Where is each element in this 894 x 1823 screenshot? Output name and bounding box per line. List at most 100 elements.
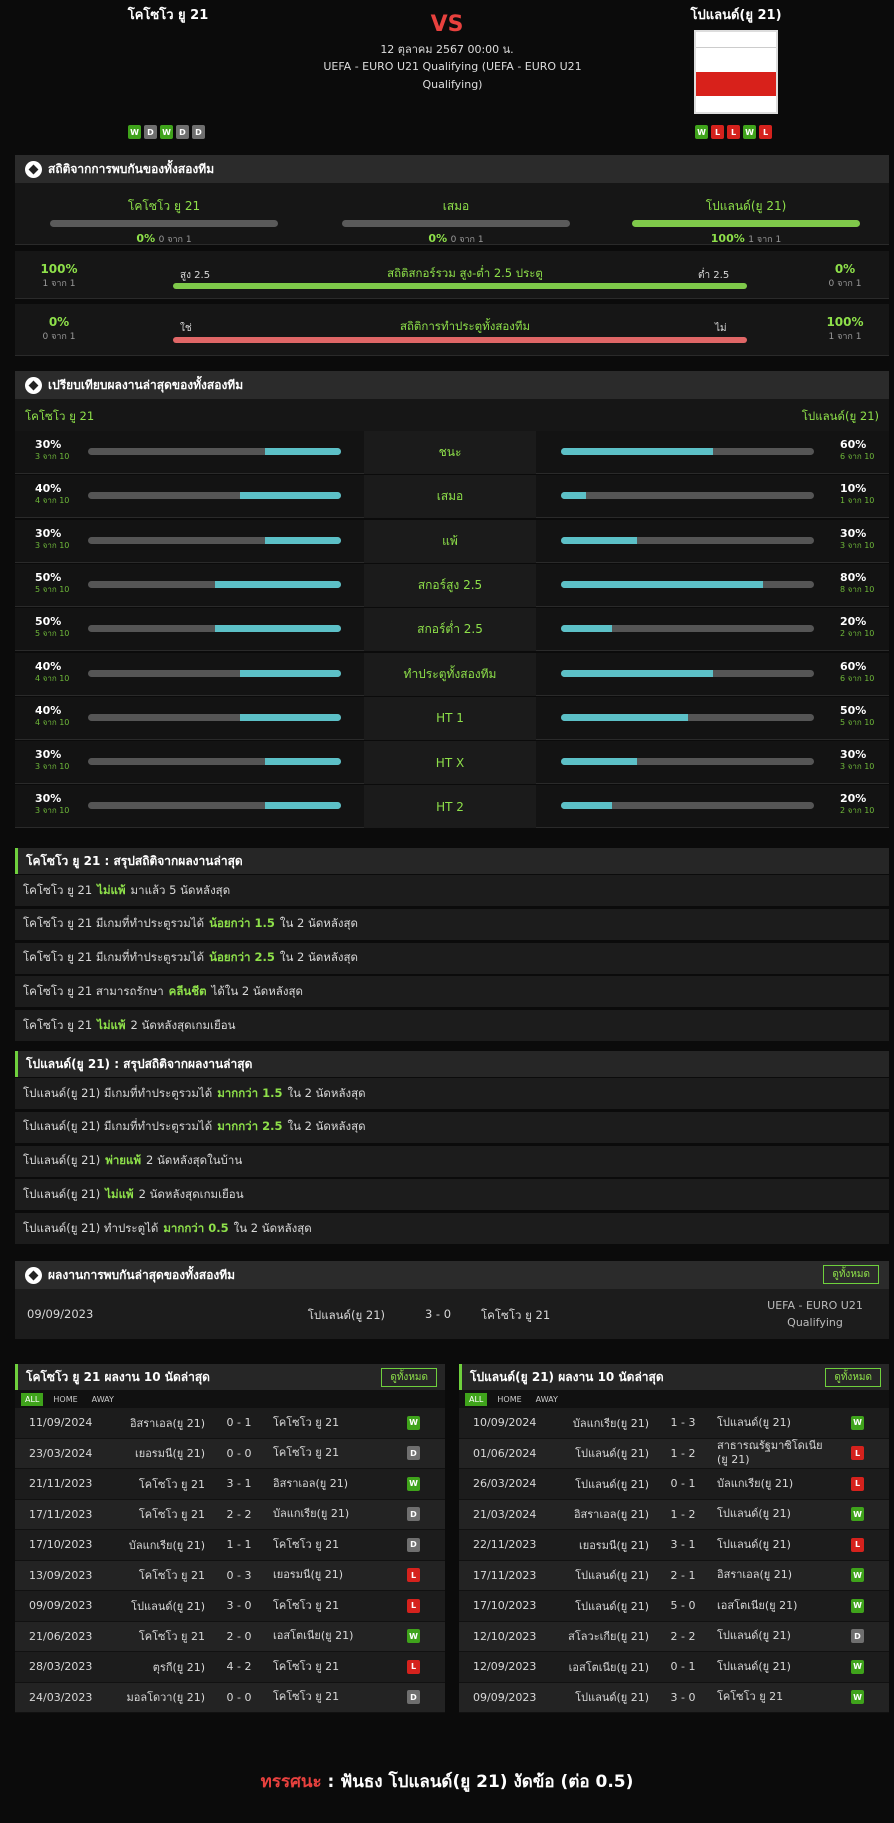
table-row[interactable]: 12/09/2023 เอสโตเนีย(ยู 21) 0 - 1 โปแลนด์(ย… — [459, 1652, 889, 1683]
row-away: โปแลนด์(ยู 21) — [717, 1537, 791, 1551]
compare-home-name[interactable]: โคโซโว ยู 21 — [25, 409, 95, 423]
row-home: โปแลนด์(ยู 21) — [575, 1569, 649, 1583]
row-date: 28/03/2023 — [29, 1660, 93, 1674]
compare-row: 50% 5 จาก 10 สกอร์สูง 2.5 80% 8 จาก 10 — [15, 563, 889, 607]
compare-row: 50% 5 จาก 10 สกอร์ต่ำ 2.5 20% 2 จาก 10 — [15, 608, 889, 652]
row-score: 2 - 2 — [226, 1507, 252, 1521]
ou-bar — [173, 283, 747, 289]
compare-left-bar — [88, 580, 341, 588]
summary-row: โคโซโว ยู 21 มีเกมที่ทำประตูรวมได้ น้อยกว… — [15, 942, 889, 974]
compare-left-bar — [88, 758, 341, 766]
tab-home[interactable]: HOME — [53, 1394, 78, 1404]
compare-right-count: 5 จาก 10 — [840, 717, 875, 727]
table-row[interactable]: 11/09/2024 อิสราเอล(ยู 21) 0 - 1 โคโซโว ยู … — [15, 1408, 445, 1439]
away-see-all-button[interactable]: ดูทั้งหมด — [825, 1368, 881, 1387]
section-title: สถิติจากการพบกันของทั้งสองทีม — [48, 161, 215, 176]
row-away: โปแลนด์(ยู 21) — [717, 1507, 791, 1521]
row-home: อิสราเอล(ยู 21) — [129, 1416, 205, 1430]
summary-row: โปแลนด์(ยู 21) ไม่แพ้ 2 นัดหลังสุดเกมเยือน — [15, 1179, 889, 1211]
table-row[interactable]: 21/03/2024 อิสราเอล(ยู 21) 1 - 2 โปแลนด์(ยู… — [459, 1499, 889, 1530]
table-row[interactable]: 09/09/2023 โปแลนด์(ยู 21) 3 - 0 โคโซโว ยู 2… — [15, 1591, 445, 1622]
prediction-text: ฟันธง โปแลนด์(ยู 21) งัดข้อ (ต่อ 0.5) — [340, 1772, 634, 1792]
row-home: โคโซโว ยู 21 — [138, 1630, 205, 1644]
compare-left-pct: 40% 4 จาก 10 — [35, 482, 70, 506]
summary-highlight: มากกว่า 1.5 — [217, 1085, 283, 1100]
compare-right-pct: 80% 8 จาก 10 — [840, 570, 875, 594]
row-date: 10/09/2024 — [473, 1416, 537, 1430]
ou-left-count: 1 จาก 1 — [42, 279, 76, 289]
table-row[interactable]: 21/11/2023 โคโซโว ยู 21 3 - 1 อิสราเอล(ยู 2… — [15, 1469, 445, 1500]
form-badge: D — [176, 125, 189, 139]
form-badge: D — [192, 125, 205, 139]
home-see-all-button[interactable]: ดูทั้งหมด — [381, 1368, 437, 1387]
summary-suffix: มาแล้ว 5 นัดหลังสุด — [130, 882, 231, 897]
row-score: 3 - 1 — [226, 1477, 252, 1491]
compare-right-fill — [561, 536, 637, 544]
compare-label: สกอร์ต่ำ 2.5 — [364, 608, 536, 652]
tab-away[interactable]: AWAY — [535, 1394, 558, 1404]
row-home: ตุรกี(ยู 21) — [152, 1660, 205, 1674]
row-date: 21/06/2023 — [29, 1629, 93, 1643]
ou-left-label: สูง 2.5 — [180, 270, 211, 281]
home-team-name[interactable]: โคโซโว ยู 21 — [127, 8, 209, 23]
compare-left-count: 4 จาก 10 — [35, 717, 70, 727]
home-summary-header: โคโซโว ยู 21 : สรุปสถิติจากผลงานล่าสุด — [15, 848, 889, 874]
tab-all[interactable]: ALL — [465, 1392, 488, 1406]
tab-away[interactable]: AWAY — [91, 1394, 114, 1404]
table-row[interactable]: 17/11/2023 โปแลนด์(ยู 21) 2 - 1 อิสราเอล(ยู… — [459, 1560, 889, 1591]
compare-right-bar — [561, 448, 814, 455]
row-score: 1 - 2 — [670, 1507, 696, 1521]
table-row[interactable]: 09/09/2023 โปแลนด์(ยู 21) 3 - 0 โคโซโว ยู 2… — [459, 1682, 889, 1713]
h2h-home-bar — [50, 220, 278, 227]
summary-suffix: 2 นัดหลังสุดเกมเยือน — [130, 1017, 236, 1032]
result-badge: L — [407, 1598, 420, 1613]
compare-left-fill — [265, 448, 341, 455]
tab-home[interactable]: HOME — [497, 1394, 522, 1404]
table-row[interactable]: 23/03/2024 เยอรมนี(ยู 21) 0 - 0 โคโซโว ยู 2… — [15, 1438, 445, 1469]
summary-text: โปแลนด์(ยู 21) ทำประตูได้ — [23, 1220, 159, 1235]
table-row[interactable]: 17/11/2023 โคโซโว ยู 21 2 - 2 บัลแกเรีย(ยู … — [15, 1499, 445, 1530]
table-row[interactable]: 10/09/2024 บัลแกเรีย(ยู 21) 1 - 3 โปแลนด์(ย… — [459, 1408, 889, 1439]
table-row[interactable]: 12/10/2023 สโลวะเกีย(ยู 21) 2 - 2 โปแลนด์(ย… — [459, 1621, 889, 1652]
away-team-name[interactable]: โปแลนด์(ยู 21) — [690, 8, 782, 23]
h2h-away-count: 1 จาก 1 — [748, 235, 782, 245]
h2h-result-row[interactable]: 09/09/2023 โปแลนด์(ยู 21) 3 - 0 โคโซโว ย… — [15, 1289, 889, 1339]
compare-row: 40% 4 จาก 10 เสมอ 10% 1 จาก 10 — [15, 475, 889, 519]
table-row[interactable]: 26/03/2024 โปแลนด์(ยู 21) 0 - 1 บัลแกเรีย(ย… — [459, 1469, 889, 1500]
row-score: 1 - 2 — [670, 1446, 696, 1460]
table-row[interactable]: 28/03/2023 ตุรกี(ยู 21) 4 - 2 โคโซโว ยู 21 L — [15, 1652, 445, 1683]
row-away: บัลแกเรีย(ยู 21) — [717, 1476, 794, 1490]
table-row[interactable]: 17/10/2023 บัลแกเรีย(ยู 21) 1 - 1 โคโซโว ยู… — [15, 1530, 445, 1561]
compare-row: 40% 4 จาก 10 HT 1 50% 5 จาก 10 — [15, 696, 889, 740]
row-date: 21/11/2023 — [29, 1477, 93, 1491]
ou-title: สถิติสกอร์รวม สูง-ต่ำ 2.5 ประตู — [387, 266, 543, 280]
compare-right-pct: 20% 2 จาก 10 — [840, 615, 875, 639]
h2h-see-all-button[interactable]: ดูทั้งหมด — [823, 1265, 879, 1284]
summary-suffix: ได้ใน 2 นัดหลังสุด — [211, 983, 303, 998]
btts-left-count: 0 จาก 1 — [42, 332, 76, 342]
table-row[interactable]: 17/10/2023 โปแลนด์(ยู 21) 5 - 0 เอสโตเนีย(ย… — [459, 1591, 889, 1622]
away-summary-header: โปแลนด์(ยู 21) : สรุปสถิติจากผลงานล่าสุด — [15, 1051, 889, 1077]
tab-all[interactable]: ALL — [21, 1392, 44, 1406]
compare-left-count: 3 จาก 10 — [35, 806, 70, 816]
table-row[interactable]: 13/09/2023 โคโซโว ยู 21 0 - 3 เยอรมนี(ยู 21… — [15, 1560, 445, 1591]
compare-right-count: 2 จาก 10 — [840, 806, 875, 816]
result-badge: D — [407, 1446, 420, 1461]
section-title: เปรียบเทียบผลงานล่าสุดของทั้งสองทีม — [48, 377, 244, 392]
compare-left-count: 5 จาก 10 — [35, 584, 70, 594]
compare-label: HT 1 — [364, 696, 536, 740]
table-row[interactable]: 01/06/2024 โปแลนด์(ยู 21) 1 - 2 สาธารณรัฐมา… — [459, 1438, 889, 1469]
result-badge: W — [407, 1415, 420, 1430]
form-badge: D — [144, 125, 157, 139]
row-home: โปแลนด์(ยู 21) — [575, 1447, 649, 1461]
table-row[interactable]: 21/06/2023 โคโซโว ยู 21 2 - 0 เอสโตเนีย(ยู … — [15, 1621, 445, 1652]
table-row[interactable]: 24/03/2023 มอลโดวา(ยู 21) 0 - 0 โคโซโว ยู 2… — [15, 1682, 445, 1713]
compare-right-count: 2 จาก 10 — [840, 629, 875, 639]
compare-away-name[interactable]: โปแลนด์(ยู 21) — [801, 409, 879, 423]
summary-text: โปแลนด์(ยู 21) — [23, 1153, 101, 1168]
table-row[interactable]: 22/11/2023 เยอรมนี(ยู 21) 3 - 1 โปแลนด์(ยู … — [459, 1530, 889, 1561]
row-score: 4 - 2 — [226, 1660, 252, 1674]
row-score: 0 - 0 — [226, 1446, 252, 1460]
home-last10-header: โคโซโว ยู 21 ผลงาน 10 นัดล่าสุด ดูทั้งหม… — [15, 1364, 445, 1390]
row-score: 3 - 1 — [670, 1538, 696, 1552]
